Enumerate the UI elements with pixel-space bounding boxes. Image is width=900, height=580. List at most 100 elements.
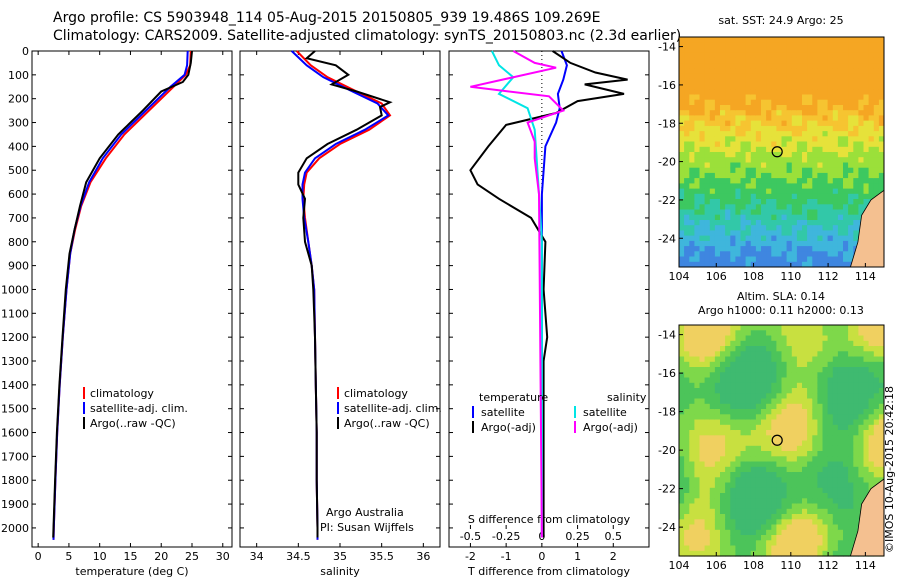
- map-cell: [853, 89, 859, 95]
- map-cell: [689, 435, 695, 442]
- map-cell: [714, 377, 721, 384]
- map-cell: [791, 78, 798, 85]
- map-cell: [735, 335, 741, 342]
- map-cell: [873, 477, 880, 484]
- map-cell: [796, 68, 803, 75]
- map-cell: [837, 372, 844, 379]
- map-cell: [863, 330, 870, 337]
- map-cell: [730, 529, 736, 536]
- x-tick-label: 114: [855, 270, 876, 283]
- map-cell: [873, 440, 880, 447]
- map-cell: [812, 550, 818, 557]
- map-cell: [817, 498, 823, 505]
- map-cell: [766, 403, 772, 410]
- map-cell: [720, 440, 726, 447]
- map-cell: [689, 550, 695, 557]
- map-cell: [786, 136, 793, 142]
- map-cell: [812, 146, 818, 153]
- map-cell: [761, 152, 767, 158]
- map-cell: [679, 42, 685, 48]
- map-cell: [689, 482, 695, 489]
- map-cell: [843, 356, 849, 363]
- map-cell: [766, 545, 772, 552]
- map-cell: [868, 146, 875, 153]
- map-cell: [822, 136, 829, 142]
- map-cell: [837, 235, 844, 242]
- map-cell: [858, 482, 864, 489]
- map-cell: [878, 63, 885, 69]
- map-cell: [689, 419, 695, 426]
- map-cell: [832, 235, 839, 242]
- map-cell: [781, 167, 788, 174]
- map-cell: [745, 57, 752, 64]
- map-cell: [720, 472, 726, 478]
- map-cell: [699, 105, 706, 111]
- map-cell: [699, 157, 706, 163]
- map-cell: [709, 361, 716, 368]
- map-cell: [812, 230, 818, 237]
- map-cell: [796, 424, 803, 431]
- map-cell: [827, 409, 834, 415]
- map-cell: [755, 78, 762, 85]
- map-cell: [714, 78, 721, 85]
- map-cell: [796, 330, 803, 337]
- map-cell: [755, 550, 762, 557]
- map-cell: [812, 351, 818, 358]
- map-cell: [843, 456, 849, 463]
- map-cell: [684, 214, 690, 221]
- map-cell: [745, 94, 752, 101]
- map-cell: [878, 146, 885, 153]
- map-cell: [740, 47, 747, 54]
- map-cell: [822, 110, 829, 116]
- map-cell: [740, 99, 747, 106]
- map-cell: [766, 157, 772, 163]
- map-cell: [766, 440, 772, 447]
- map-cell: [730, 125, 736, 132]
- map-cell: [755, 146, 762, 153]
- map-cell: [699, 84, 706, 90]
- map-cell: [817, 372, 823, 379]
- map-cell: [679, 472, 685, 478]
- map-cell: [730, 535, 736, 541]
- map-cell: [863, 89, 870, 95]
- map-cell: [740, 346, 747, 352]
- map-cell: [704, 550, 711, 557]
- map-cell: [704, 482, 711, 489]
- map-cell: [761, 414, 767, 421]
- map-cell: [771, 220, 777, 226]
- map-cell: [720, 514, 726, 520]
- map-cell: [817, 535, 823, 541]
- map-cell: [766, 372, 772, 379]
- map-cell: [781, 430, 788, 436]
- x-tick-label: 2: [610, 550, 617, 563]
- map-cell: [714, 540, 721, 547]
- map-cell: [735, 535, 741, 541]
- map-cell: [704, 42, 711, 48]
- map-cell: [755, 361, 762, 368]
- map-cell: [689, 451, 695, 457]
- map-cell: [807, 519, 813, 526]
- map-cell: [807, 178, 813, 184]
- map-cell: [837, 230, 844, 237]
- map-cell: [791, 220, 798, 226]
- map-cell: [704, 477, 711, 484]
- map-cell: [720, 84, 726, 90]
- map-cell: [781, 361, 788, 368]
- map-cell: [735, 256, 741, 263]
- map-cell: [771, 125, 777, 132]
- sst-map-title: sat. SST: 24.9 Argo: 25: [718, 14, 843, 27]
- map-cell: [776, 209, 782, 216]
- annotation-text: PI: Susan Wijffels: [320, 521, 414, 534]
- map-cell: [679, 461, 685, 468]
- map-cell: [714, 508, 721, 515]
- map-cell: [791, 120, 798, 127]
- map-cell: [837, 78, 844, 85]
- map-cell: [817, 550, 823, 557]
- map-cell: [807, 52, 813, 59]
- map-cell: [766, 256, 772, 263]
- map-cell: [858, 351, 864, 358]
- map-cell: [786, 37, 793, 43]
- map-cell: [812, 356, 818, 363]
- map-cell: [745, 393, 752, 400]
- map-cell: [699, 136, 706, 142]
